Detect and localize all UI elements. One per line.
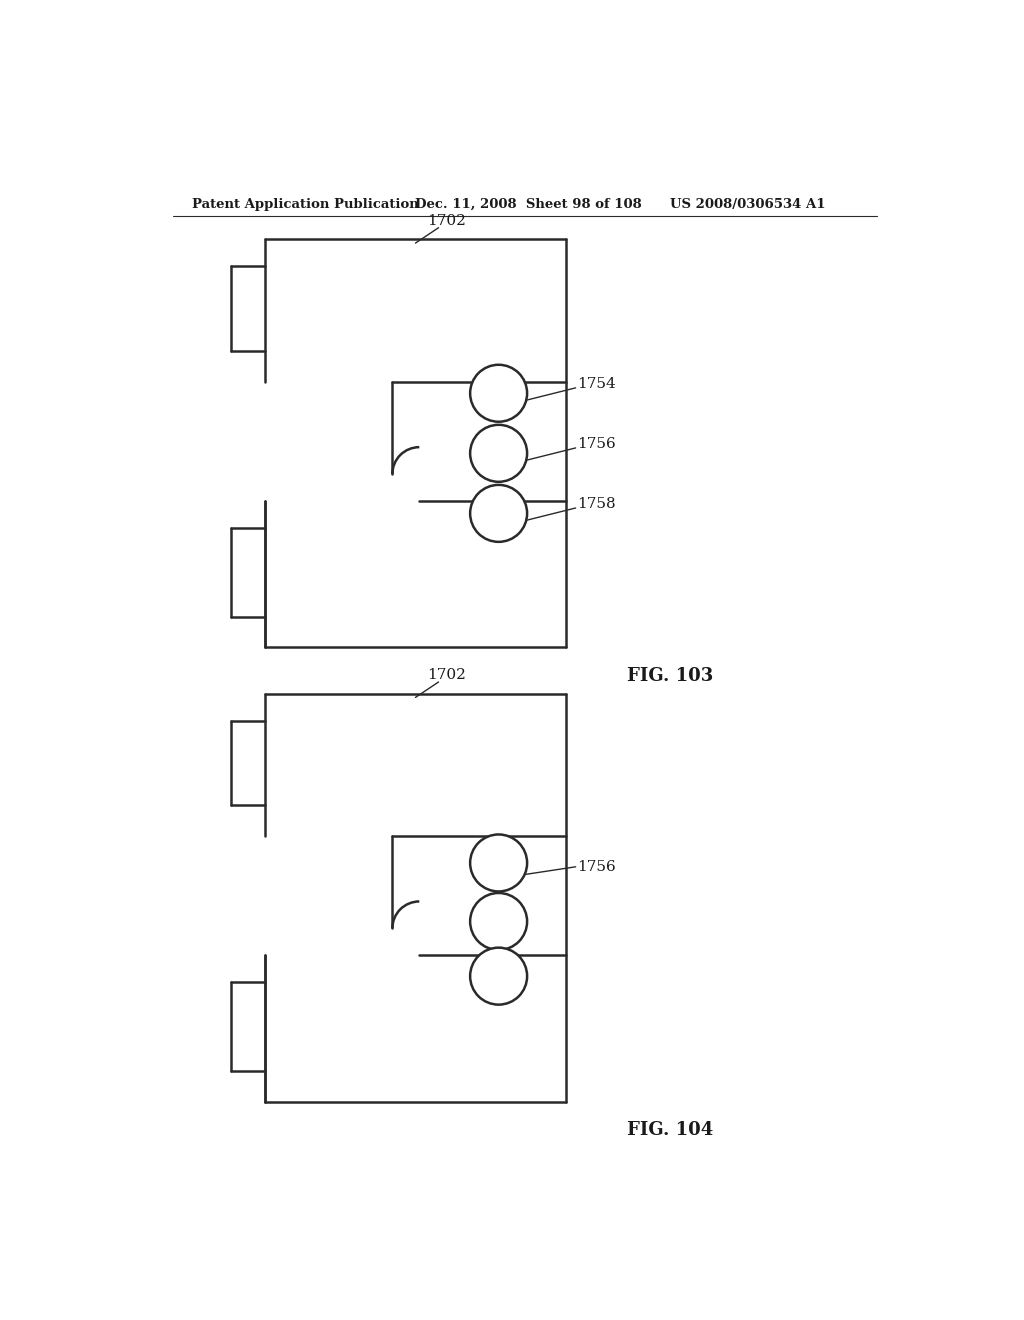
Circle shape bbox=[470, 484, 527, 543]
Circle shape bbox=[470, 834, 527, 891]
Text: 1702: 1702 bbox=[427, 214, 466, 227]
Text: FIG. 104: FIG. 104 bbox=[628, 1121, 714, 1139]
Text: 1756: 1756 bbox=[578, 437, 615, 451]
Text: 1702: 1702 bbox=[427, 668, 466, 682]
Text: 1754: 1754 bbox=[578, 378, 615, 391]
Text: US 2008/0306534 A1: US 2008/0306534 A1 bbox=[670, 198, 825, 211]
Text: 1758: 1758 bbox=[578, 498, 615, 511]
Circle shape bbox=[470, 892, 527, 950]
Text: Patent Application Publication: Patent Application Publication bbox=[193, 198, 419, 211]
Text: 1756: 1756 bbox=[578, 859, 615, 874]
Text: Dec. 11, 2008  Sheet 98 of 108: Dec. 11, 2008 Sheet 98 of 108 bbox=[416, 198, 642, 211]
Text: FIG. 103: FIG. 103 bbox=[628, 667, 714, 685]
Circle shape bbox=[470, 425, 527, 482]
Circle shape bbox=[470, 948, 527, 1005]
Circle shape bbox=[470, 364, 527, 422]
